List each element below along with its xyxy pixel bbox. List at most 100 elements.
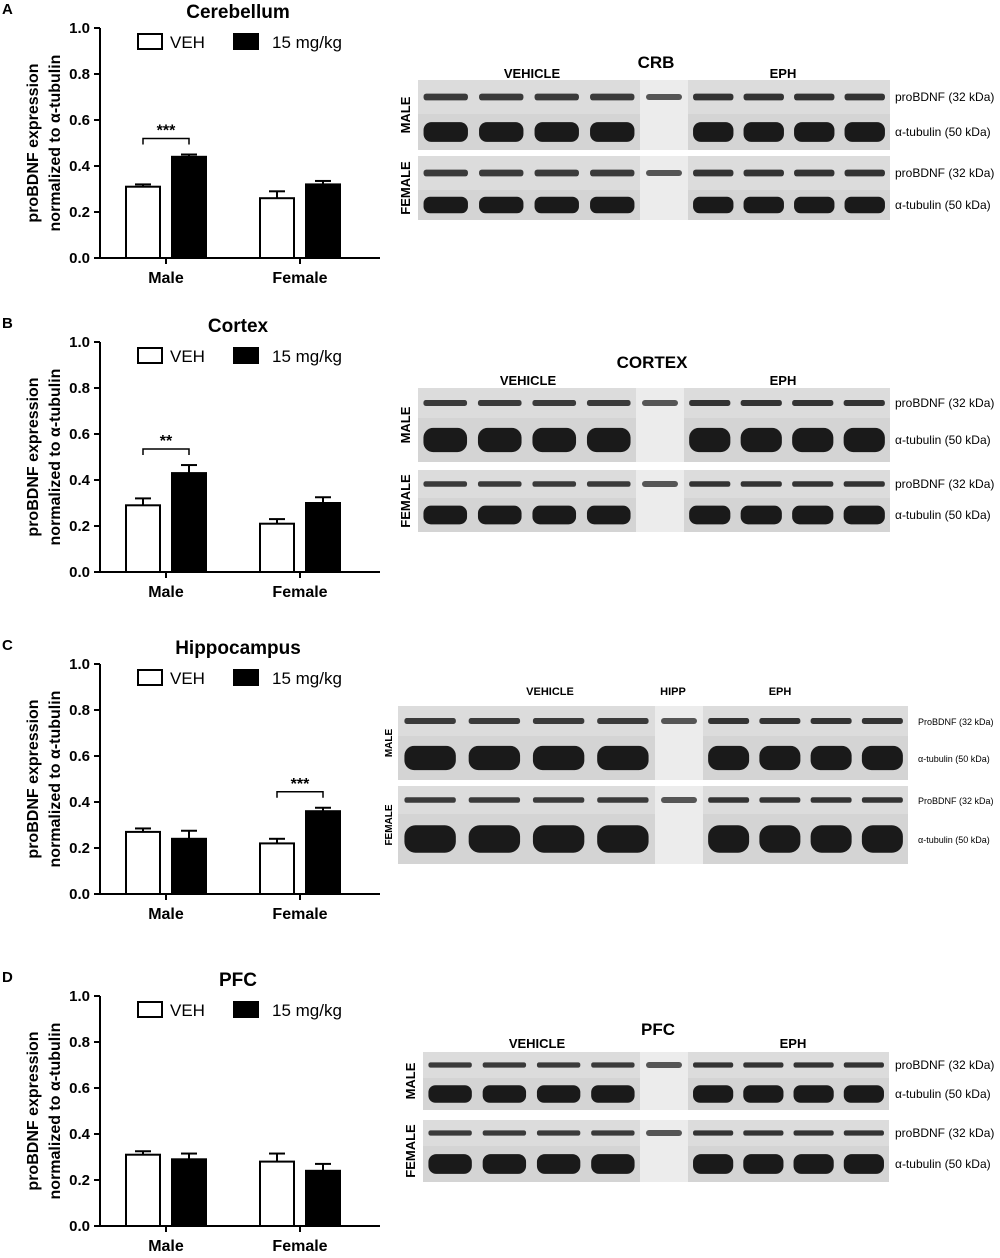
blot-band-label: proBDNF (32 kDa) <box>895 396 994 410</box>
blot-band <box>843 1062 884 1068</box>
y-tick-label: 1.0 <box>69 334 90 351</box>
blot-band-label: proBDNF (32 kDa) <box>895 90 994 104</box>
legend-label-treated: 15 mg/kg <box>272 347 342 366</box>
blot-sex-label: FEMALE <box>398 161 413 215</box>
blot-band <box>689 505 731 525</box>
significance-bracket <box>142 137 190 145</box>
blot-band <box>534 196 579 214</box>
x-tick-label: Female <box>272 906 327 923</box>
western-blot: PFC VEHICLE EPH proBDNF (32 kDa) α-tubulin (… <box>403 1020 994 1182</box>
blot-band <box>428 1130 472 1136</box>
blot-band-label: α-tubulin (50 kDa) <box>895 1087 991 1101</box>
legend-label-veh: VEH <box>170 1001 205 1020</box>
y-tick-label: 1.0 <box>69 20 90 37</box>
blot-band <box>532 505 577 525</box>
panel-cortex: B Cortex proBDNF expression normalized to α… <box>0 314 1000 626</box>
y-tick-label: 0.4 <box>69 472 91 489</box>
y-axis-label: proBDNF expression <box>25 699 42 858</box>
blot-band <box>591 1062 635 1068</box>
significance-label: *** <box>291 776 310 793</box>
panel-letter: A <box>2 1 13 18</box>
y-tick-label: 0.6 <box>69 1080 90 1097</box>
blot-band <box>428 1062 472 1068</box>
legend-label-veh: VEH <box>170 347 205 366</box>
blot-band <box>468 718 521 724</box>
blot-band <box>468 825 521 853</box>
significance-bracket <box>276 791 324 798</box>
blot-marker-band <box>646 1130 682 1136</box>
bar-treated-male <box>171 472 207 574</box>
legend-swatch-treated <box>233 33 259 50</box>
y-tick-label: 0.6 <box>69 426 90 443</box>
blot-band <box>810 825 852 853</box>
blot-band-label: proBDNF (32 kDa) <box>895 477 994 491</box>
blot-band <box>861 797 903 803</box>
blot-band-label: α-tubulin (50 kDa) <box>895 198 991 212</box>
blot-band <box>597 718 649 724</box>
significance-label: *** <box>157 123 176 140</box>
blot-band <box>759 797 801 803</box>
y-tick-label: 0.0 <box>69 250 90 267</box>
y-axis-label-line2: normalized to α-tubulin <box>47 369 64 546</box>
legend-label-veh: VEH <box>170 669 205 688</box>
blot-band <box>743 169 784 177</box>
y-tick-label: 0.0 <box>69 1218 90 1235</box>
blot-band <box>793 1062 834 1068</box>
legend-swatch-treated <box>233 347 259 364</box>
blot-marker-lane <box>640 190 688 220</box>
blot-band <box>590 169 635 177</box>
blot-band <box>590 93 635 101</box>
bar-veh-male <box>125 1153 161 1227</box>
blot-title: HIPP <box>660 686 686 698</box>
bar-veh-male <box>125 185 161 259</box>
blot-sex-label: MALE <box>403 1062 418 1099</box>
blot-sex-label: FEMALE <box>403 1124 418 1178</box>
blot-band <box>689 400 731 406</box>
blot-band-label: proBDNF (32 kDa) <box>895 166 994 180</box>
blot-band <box>693 93 734 101</box>
blot-band <box>479 169 524 177</box>
blot-band <box>534 122 579 142</box>
blot-band <box>423 93 468 101</box>
chart-title: Cerebellum <box>186 2 289 23</box>
blot-marker-lane <box>655 736 703 780</box>
blot-band <box>743 196 784 214</box>
blot-band <box>586 505 631 525</box>
significance-bracket <box>142 448 190 456</box>
blot-band <box>534 169 579 177</box>
blot-band <box>590 196 635 214</box>
blot-band <box>404 797 456 803</box>
blot-band <box>693 1062 734 1068</box>
blot-marker-band <box>646 170 682 176</box>
blot-marker-band <box>661 797 697 803</box>
blot-band <box>404 745 456 771</box>
blot-band <box>844 122 885 142</box>
blot-band <box>843 400 885 406</box>
blot-group-eph: EPH <box>770 66 797 81</box>
x-tick-label: Male <box>148 1238 184 1253</box>
blot-band <box>792 400 834 406</box>
legend-swatch-veh <box>137 347 163 364</box>
blot-band <box>743 1130 784 1136</box>
blot-band <box>423 196 468 214</box>
legend-label-treated: 15 mg/kg <box>272 1001 342 1020</box>
legend-label-treated: 15 mg/kg <box>272 669 342 688</box>
blot-band <box>482 1154 527 1174</box>
chart-title: PFC <box>219 970 257 991</box>
panel-pfc: D PFC proBDNF expression normalized to α-tu… <box>0 968 1000 1255</box>
bar-veh-female <box>259 1160 295 1228</box>
blot-band-label: α-tubulin (50 kDa) <box>895 508 991 522</box>
blot-marker-lane <box>655 814 703 864</box>
y-tick-label: 0.0 <box>69 564 90 581</box>
blot-band <box>792 505 834 525</box>
blot-band-label: α-tubulin (50 kDa) <box>918 835 990 845</box>
figure-svg-cortex: B Cortex proBDNF expression normalized to α… <box>2 315 994 601</box>
blot-band <box>693 196 734 214</box>
blot-band <box>810 797 852 803</box>
blot-band <box>591 1085 635 1103</box>
blot-marker-band <box>642 400 678 406</box>
blot-marker-lane <box>640 1146 688 1182</box>
blot-band <box>591 1130 635 1136</box>
blot-band <box>693 1130 734 1136</box>
blot-band <box>536 1062 581 1068</box>
